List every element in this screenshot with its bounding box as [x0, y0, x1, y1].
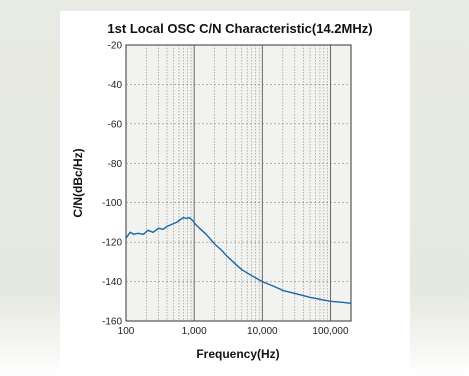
x-tick-label: 100: [118, 326, 135, 337]
y-axis-ticks: -20 -40 -60 -80 -100 -120 -140 -160: [102, 41, 122, 328]
y-tick-label: -120: [102, 238, 122, 249]
y-tick-label: -100: [102, 198, 122, 209]
chart-svg: 1st Local OSC C/N Characteristic(14.2MHz…: [71, 21, 373, 361]
y-tick-label: -40: [108, 80, 123, 91]
chart-panel: 1st Local OSC C/N Characteristic(14.2MHz…: [60, 11, 410, 370]
x-axis-ticks: 100 1,000 10,000 100,000: [118, 326, 349, 337]
grid-lines: [126, 45, 351, 321]
y-tick-label: -160: [102, 317, 122, 328]
x-axis-label: Frequency(Hz): [196, 347, 279, 361]
y-axis-label: C/N(dBc/Hz): [71, 148, 85, 217]
y-tick-label: -20: [108, 41, 123, 52]
y-tick-label: -140: [102, 277, 122, 288]
x-tick-label: 100,000: [312, 326, 349, 337]
y-tick-label: -60: [108, 119, 123, 130]
plot-area: [125, 44, 352, 322]
x-tick-label: 1,000: [182, 326, 207, 337]
y-tick-label: -80: [108, 159, 123, 170]
chart-title: 1st Local OSC C/N Characteristic(14.2MHz…: [107, 21, 372, 36]
x-tick-label: 10,000: [247, 326, 278, 337]
series-line: [125, 216, 352, 304]
